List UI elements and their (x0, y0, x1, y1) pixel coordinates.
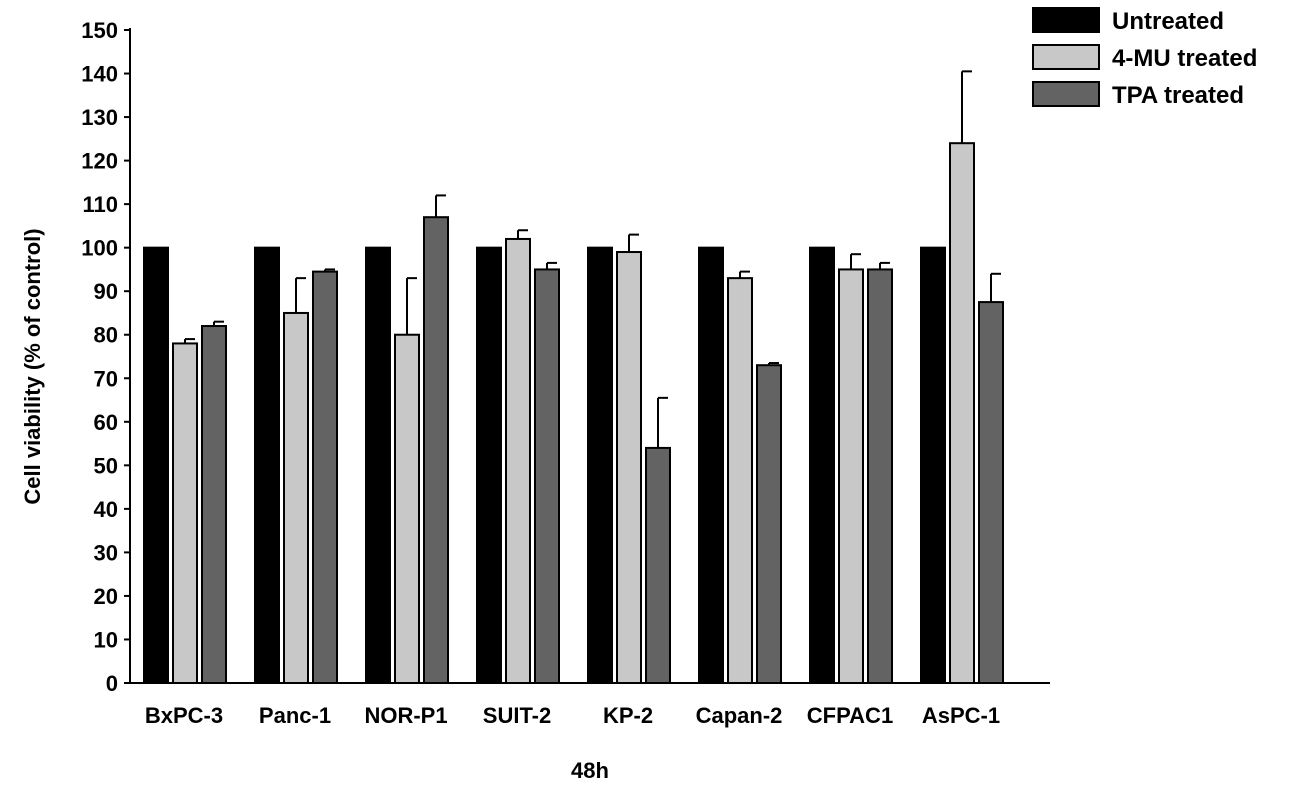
bar-untreated-kp-2 (587, 246, 613, 685)
bar-untreated-aspc-1 (920, 246, 946, 685)
legend-swatch (1032, 7, 1100, 33)
y-tick-label: 50 (94, 453, 118, 478)
x-tick-label: Capan-2 (696, 703, 783, 728)
bar-4-mu-treated-aspc-1 (949, 142, 975, 685)
bar-4-mu-treated-capan-2 (727, 277, 753, 684)
y-tick-label: 20 (94, 584, 118, 609)
y-tick-label: 100 (81, 236, 118, 261)
y-tick-label: 80 (94, 323, 118, 348)
y-tick-label: 110 (83, 192, 119, 217)
bar-4-mu-treated-kp-2 (616, 251, 642, 685)
bar-tpa-treated-suit-2 (534, 268, 560, 684)
x-tick-label: CFPAC1 (807, 703, 893, 728)
bar-tpa-treated-nor-p1 (423, 216, 449, 684)
bars-layer (143, 142, 1004, 685)
y-tick-label: 90 (94, 279, 118, 304)
legend-swatch (1032, 81, 1100, 107)
y-tick-label: 30 (94, 540, 118, 565)
bar-tpa-treated-panc-1 (312, 270, 338, 684)
bar-tpa-treated-aspc-1 (978, 301, 1004, 684)
x-tick-label: BxPC-3 (145, 703, 223, 728)
y-tick-label: 70 (94, 366, 118, 391)
legend-label: TPA treated (1112, 82, 1244, 109)
bar-untreated-cfpac1 (809, 246, 835, 685)
x-tick-label: KP-2 (603, 703, 653, 728)
x-tick-label: SUIT-2 (483, 703, 551, 728)
y-tick-label: 130 (81, 105, 118, 130)
bar-4-mu-treated-suit-2 (505, 237, 531, 685)
bar-tpa-treated-kp-2 (645, 446, 671, 685)
x-tick-label: NOR-P1 (364, 703, 447, 728)
y-tick-label: 0 (106, 671, 118, 696)
error-bars-layer (184, 70, 1001, 448)
bar-untreated-capan-2 (698, 246, 724, 685)
labels-layer: 0 10 20 30 40 50 60 70 80 90 100 110 120 130 140 150 Cel… (20, 18, 1000, 783)
y-axis-label: Cell viability (% of control) (20, 228, 45, 504)
bar-4-mu-treated-nor-p1 (394, 333, 420, 684)
bar-tpa-treated-bxpc-3 (201, 325, 227, 684)
bar-4-mu-treated-bxpc-3 (172, 342, 198, 684)
legend: Untreated 4-MU treated TPA treated (1032, 7, 1257, 109)
bar-untreated-nor-p1 (365, 246, 391, 685)
bar-untreated-suit-2 (476, 246, 502, 685)
bar-untreated-bxpc-3 (143, 246, 169, 685)
y-tick-label: 120 (81, 149, 118, 174)
bar-4-mu-treated-panc-1 (283, 311, 309, 684)
legend-swatch (1032, 44, 1100, 70)
legend-label: Untreated (1112, 8, 1224, 35)
y-tick-label: 60 (94, 410, 118, 435)
y-tick-label: 150 (81, 18, 118, 43)
legend-label: 4-MU treated (1112, 45, 1257, 72)
y-tick-label: 10 (94, 627, 118, 652)
bar-tpa-treated-capan-2 (756, 364, 782, 684)
y-tick-label: 140 (81, 62, 118, 87)
y-tick-label: 40 (94, 497, 118, 522)
bar-4-mu-treated-cfpac1 (838, 268, 864, 684)
x-tick-label: Panc-1 (259, 703, 331, 728)
bar-untreated-panc-1 (254, 246, 280, 685)
bar-tpa-treated-cfpac1 (867, 268, 893, 684)
x-tick-label: AsPC-1 (922, 703, 1000, 728)
x-axis-label: 48h (571, 758, 609, 783)
